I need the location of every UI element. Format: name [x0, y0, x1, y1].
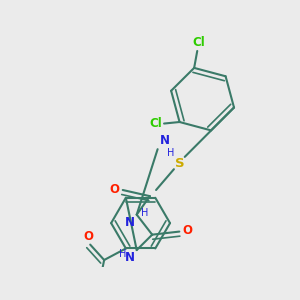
- Text: H: H: [119, 249, 127, 259]
- Text: O: O: [84, 230, 94, 243]
- Text: H: H: [141, 208, 148, 218]
- Text: N: N: [125, 216, 135, 229]
- Text: Cl: Cl: [149, 117, 162, 130]
- Text: Cl: Cl: [192, 36, 205, 49]
- Text: O: O: [110, 183, 120, 196]
- Text: S: S: [175, 157, 184, 169]
- Text: N: N: [160, 134, 170, 147]
- Text: N: N: [125, 251, 135, 264]
- Text: H: H: [167, 148, 174, 158]
- Text: O: O: [182, 224, 192, 237]
